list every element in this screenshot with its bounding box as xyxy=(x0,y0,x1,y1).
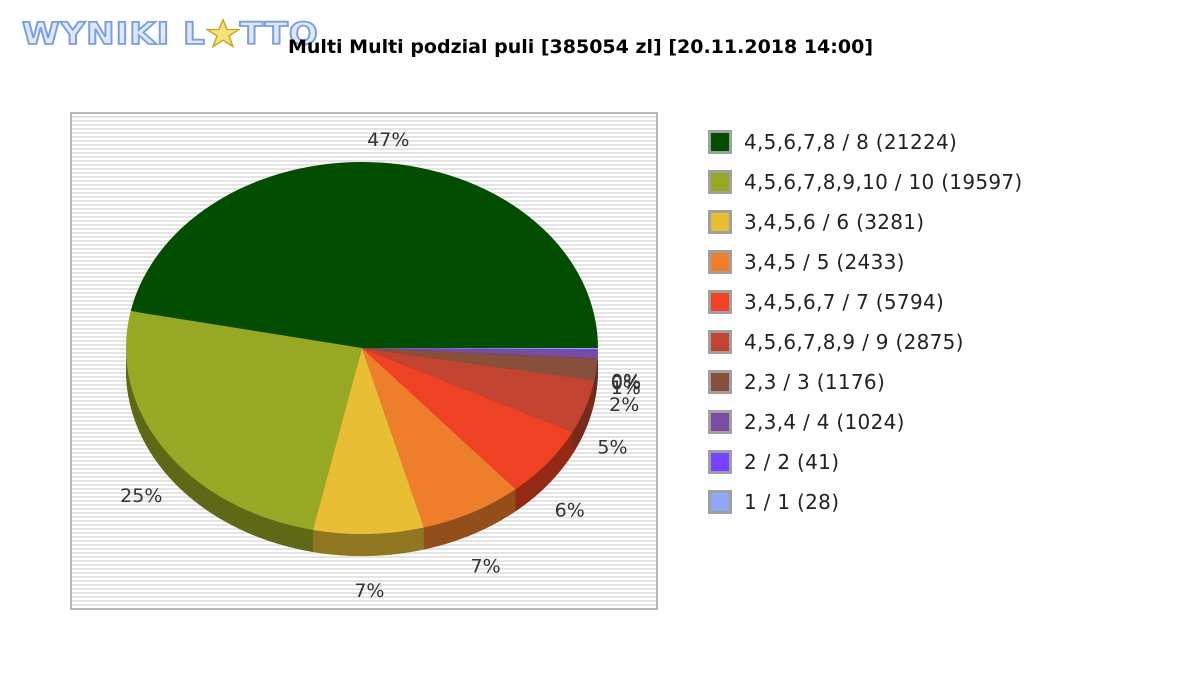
legend-label: 2,3 / 3 (1176) xyxy=(744,370,886,394)
legend-item: 4,5,6,7,8,9 / 9 (2875) xyxy=(708,322,1023,362)
legend-item: 2,3 / 3 (1176) xyxy=(708,362,1023,402)
legend-label: 1 / 1 (28) xyxy=(744,490,840,514)
legend-label: 4,5,6,7,8,9 / 9 (2875) xyxy=(744,330,964,354)
legend-label: 3,4,5,6 / 6 (3281) xyxy=(744,210,925,234)
pie-slice xyxy=(312,348,424,534)
pie-percent-label: 5% xyxy=(597,436,627,458)
star-logo-icon xyxy=(205,18,240,49)
pie-slice-edge xyxy=(312,527,424,556)
pie-slice-edge xyxy=(126,348,313,552)
legend-swatch xyxy=(708,410,732,434)
pie-labels: 47%25%7%7%6%5%2%1%0%0% xyxy=(120,129,641,602)
pie-percent-label: 0% xyxy=(611,371,641,393)
chart-legend: 4,5,6,7,8 / 8 (21224) 4,5,6,7,8,9,10 / 10… xyxy=(708,122,1023,522)
pie-percent-label: 6% xyxy=(555,500,585,522)
pie-slice-edge xyxy=(572,380,595,454)
pie-percent-label: 1% xyxy=(611,377,641,399)
pie-slice-edge xyxy=(423,489,516,550)
legend-label: 2,3,4 / 4 (1024) xyxy=(744,410,905,434)
wyniki-lotto-logo: WYNIKI L TTO xyxy=(21,15,319,53)
chart-title: Multi Multi podzial puli [385054 zl] [20… xyxy=(288,36,874,58)
legend-swatch xyxy=(708,450,732,474)
legend-label: 2 / 2 (41) xyxy=(744,450,840,474)
legend-item: 1 / 1 (28) xyxy=(708,482,1023,522)
legend-swatch xyxy=(708,490,732,514)
pie-percent-label: 2% xyxy=(609,394,639,416)
legend-item: 4,5,6,7,8 / 8 (21224) xyxy=(708,122,1023,162)
pie-slices xyxy=(126,162,599,534)
legend-swatch xyxy=(708,330,732,354)
pie-slice xyxy=(126,311,363,530)
pie-slice xyxy=(130,162,598,348)
legend-label: 3,4,5,6,7 / 7 (5794) xyxy=(744,290,945,314)
legend-label: 4,5,6,7,8 / 8 (21224) xyxy=(744,130,958,154)
pie-slice-edge xyxy=(515,431,573,512)
legend-swatch xyxy=(708,210,732,234)
pie-percent-label: 47% xyxy=(367,129,409,151)
legend-item: 3,4,5,6 / 6 (3281) xyxy=(708,202,1023,242)
legend-swatch xyxy=(708,250,732,274)
pie-slice xyxy=(362,348,516,528)
pie-percent-label: 7% xyxy=(354,580,384,602)
pie-slice xyxy=(362,348,598,381)
pie-percent-label: 25% xyxy=(120,485,162,507)
legend-swatch xyxy=(708,370,732,394)
pie-slice-edge xyxy=(594,358,598,403)
legend-item: 3,4,5 / 5 (2433) xyxy=(708,242,1023,282)
pie-slice xyxy=(362,348,598,359)
pie-slice xyxy=(362,348,598,351)
pie-chart-plot: 47%25%7%7%6%5%2%1%0%0% xyxy=(70,112,658,610)
legend-item: 4,5,6,7,8,9,10 / 10 (19597) xyxy=(708,162,1023,202)
legend-swatch xyxy=(708,170,732,194)
legend-swatch xyxy=(708,130,732,154)
legend-label: 3,4,5 / 5 (2433) xyxy=(744,250,905,274)
pie-slice xyxy=(362,348,573,490)
pie-slice xyxy=(362,348,595,432)
legend-item: 3,4,5,6,7 / 7 (5794) xyxy=(708,282,1023,322)
legend-label: 4,5,6,7,8,9,10 / 10 (19597) xyxy=(744,170,1023,194)
legend-item: 2,3,4 / 4 (1024) xyxy=(708,402,1023,442)
pie-percent-label: 0% xyxy=(611,372,641,394)
legend-swatch xyxy=(708,290,732,314)
legend-item: 2 / 2 (41) xyxy=(708,442,1023,482)
pie-percent-label: 7% xyxy=(471,556,501,578)
